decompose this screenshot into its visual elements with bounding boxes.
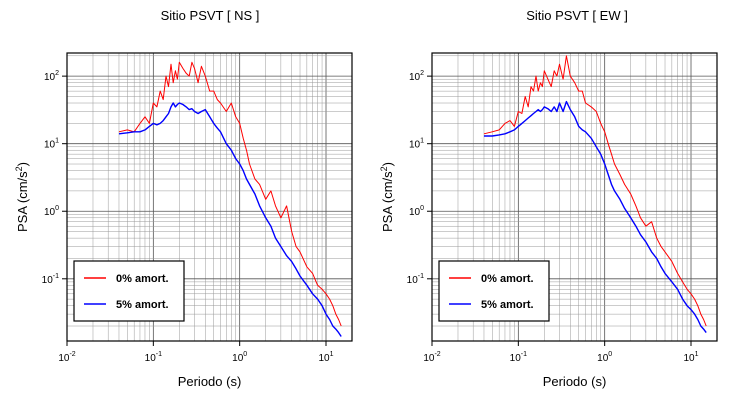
x-tick-label: 10-2 [423,351,440,364]
chart-ns: Sitio PSVT [ NS ] 10-2 10-1 100 101 10-1 100 10… [14,8,353,389]
x-tick-label: 10-1 [145,351,162,364]
chart-ew: Sitio PSVT [ EW ] 10-2 10-1 100 101 10-1 100 10… [379,8,718,389]
legend-label-1: 5% amort. [116,299,169,311]
x-axis-label: Periodo (s) [178,374,242,389]
legend-label-0: 0% amort. [116,273,169,285]
y-tick-label: 101 [44,138,59,151]
grid [66,53,353,341]
legend-box [438,260,550,322]
x-tick-label: 10-1 [510,351,527,364]
y-tick-label: 10-1 [407,273,424,286]
y-tick-label: 101 [409,138,424,151]
plot-frame [66,52,353,342]
legend-label-1: 5% amort. [481,299,534,311]
series-line-amort-5 [484,100,707,334]
series-line-amort-0 [483,55,707,327]
chart-title: Sitio PSVT [ EW ] [526,8,628,23]
legend: 0% amort. 5% amort. [73,260,185,322]
plot-frame [431,52,718,342]
series-line-amort-5 [118,102,342,337]
y-tick-label: 10-1 [42,273,59,286]
x-tick-label: 101 [318,351,333,364]
y-tick-label: 100 [409,205,424,218]
y-tick-label: 102 [409,70,424,83]
grid [431,53,718,341]
series-line-amort-0 [118,61,342,327]
y-axis-label: PSA (cm/s2) [14,162,30,232]
x-axis-label: Periodo (s) [543,374,607,389]
x-tick-label: 100 [597,351,612,364]
y-tick-label: 100 [44,205,59,218]
x-tick-label: 10-2 [58,351,75,364]
legend-label-0: 0% amort. [481,273,534,285]
y-axis-label: PSA (cm/s2) [379,162,395,232]
chart-title: Sitio PSVT [ NS ] [161,8,260,23]
legend: 0% amort. 5% amort. [438,260,550,322]
y-tick-label: 102 [44,70,59,83]
legend-box [73,260,185,322]
x-tick-label: 100 [232,351,247,364]
x-tick-label: 101 [683,351,698,364]
